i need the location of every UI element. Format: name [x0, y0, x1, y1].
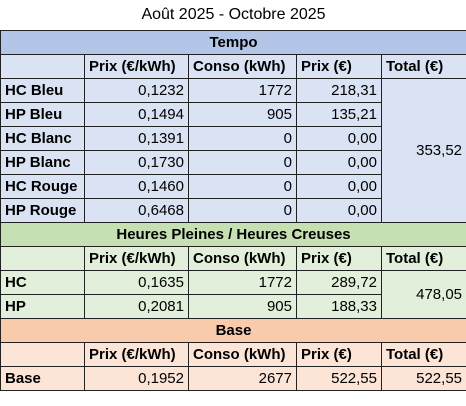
row-label: HC Rouge: [0, 173, 85, 199]
row-label: HP Rouge: [0, 197, 85, 223]
cell: 289,72: [296, 269, 382, 295]
row-label: HC Bleu: [0, 77, 85, 103]
column-header: Prix (€): [296, 53, 382, 79]
column-header: Prix (€/kWh): [84, 53, 189, 79]
column-header: Prix (€/kWh): [84, 245, 189, 271]
section-title-row: Tempo: [0, 29, 466, 55]
total-cell: 522,55: [380, 365, 466, 391]
column-header: Total (€): [380, 53, 466, 79]
cell: 0,00: [296, 173, 382, 199]
column-header: Conso (kWh): [188, 53, 297, 79]
cell: 522,55: [296, 365, 382, 391]
cell: 1772: [188, 269, 297, 295]
header-row: Prix (€/kWh) Conso (kWh) Prix (€) Total (€): [0, 53, 466, 79]
section-title-row: Heures Pleines / Heures Creuses: [0, 221, 466, 247]
page-title: Août 2025 - Octobre 2025: [141, 5, 326, 23]
cell: 0,1232: [84, 77, 189, 103]
row-label: HP Bleu: [0, 101, 85, 127]
cell: 1772: [188, 77, 297, 103]
section-title-row: Base: [0, 317, 466, 343]
price-table: Août 2025 - Octobre 2025 Tempo Prix (€/kW…: [0, 0, 466, 391]
cell: 905: [188, 101, 297, 127]
column-header: Total (€): [380, 341, 466, 367]
column-header: Conso (kWh): [188, 245, 297, 271]
cell: 0: [188, 173, 297, 199]
cell: 0,1730: [84, 149, 189, 175]
section-title: Tempo: [0, 29, 466, 55]
row-label: HP Blanc: [0, 149, 85, 175]
data-row: Base 0,1952 2677 522,55 522,55: [0, 365, 466, 391]
section-title: Base: [0, 317, 466, 343]
column-header: Prix (€): [296, 341, 382, 367]
data-row: HC Rouge 0,1460 0 0,00: [0, 173, 466, 199]
total-cell: 353,52: [380, 77, 466, 223]
cell: 0,00: [296, 197, 382, 223]
cell: 2677: [188, 365, 297, 391]
header-blank: [0, 53, 85, 79]
cell: 0: [188, 149, 297, 175]
cell: 218,31: [296, 77, 382, 103]
data-row: HC Bleu 0,1232 1772 218,31 353,52: [0, 77, 466, 223]
cell: 0,6468: [84, 197, 189, 223]
column-header: Prix (€/kWh): [84, 341, 189, 367]
row-label: HP: [0, 293, 85, 319]
row-label: Base: [0, 365, 85, 391]
cell: 0,00: [296, 125, 382, 151]
cell: 0,1635: [84, 269, 189, 295]
header-row: Prix (€/kWh) Conso (kWh) Prix (€) Total (€): [0, 341, 466, 367]
column-header: Conso (kWh): [188, 341, 297, 367]
cell: 0: [188, 197, 297, 223]
data-row: HP Bleu 0,1494 905 135,21: [0, 101, 466, 127]
header-row: Prix (€/kWh) Conso (kWh) Prix (€) Total (€): [0, 245, 466, 271]
data-row: HC 0,1635 1772 289,72 478,05: [0, 269, 466, 319]
cell: 0: [188, 125, 297, 151]
cell: 188,33: [296, 293, 382, 319]
column-header: Prix (€): [296, 245, 382, 271]
total-cell: 478,05: [380, 269, 466, 319]
cell: 135,21: [296, 101, 382, 127]
header-blank: [0, 245, 85, 271]
cell: 0,1494: [84, 101, 189, 127]
data-row: HC Blanc 0,1391 0 0,00: [0, 125, 466, 151]
cell: 0,2081: [84, 293, 189, 319]
cell: 0,1391: [84, 125, 189, 151]
row-label: HC: [0, 269, 85, 295]
title-row: Août 2025 - Octobre 2025: [1, 0, 466, 30]
row-label: HC Blanc: [0, 125, 85, 151]
cell: 0,1460: [84, 173, 189, 199]
column-header: Total (€): [380, 245, 466, 271]
data-row: HP Rouge 0,6468 0 0,00: [0, 197, 466, 223]
section-title: Heures Pleines / Heures Creuses: [0, 221, 466, 247]
cell: 0,00: [296, 149, 382, 175]
header-blank: [0, 341, 85, 367]
cell: 0,1952: [84, 365, 189, 391]
cell: 905: [188, 293, 297, 319]
